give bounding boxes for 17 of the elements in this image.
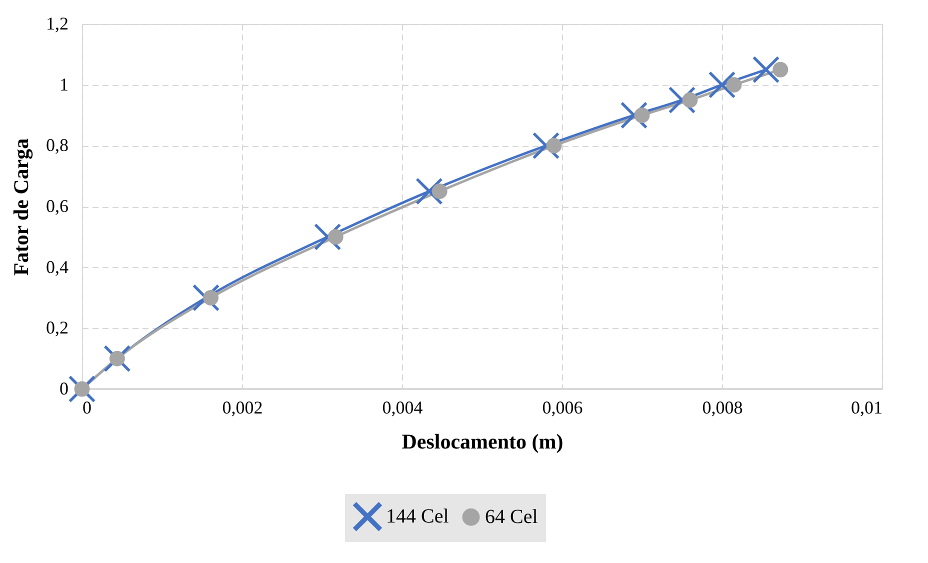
x-tick-label: 0 [82, 398, 92, 418]
x-tick-label: 0,006 [542, 398, 583, 418]
y-tick-label: 0,8 [46, 135, 68, 156]
x-axis-title: Deslocamento (m) [402, 430, 564, 454]
y-tick-label: 1,2 [46, 14, 68, 34]
y-tick-label: 0,4 [46, 256, 68, 277]
y-tick-label: 0,6 [46, 196, 68, 216]
y-tick-label: 0 [60, 378, 68, 398]
x-tick-label: 0,008 [702, 398, 743, 418]
y-tick-label: 0,2 [46, 318, 68, 338]
legend-label: 64 Cel [485, 506, 538, 528]
x-tick-label: 0,01 [851, 398, 882, 418]
legend-label: 144 Cel [386, 506, 450, 528]
y-axis-title: Fator de Carga [9, 138, 33, 276]
x-tick-label: 0,002 [222, 398, 263, 418]
x-tick-label: 0,004 [382, 398, 423, 418]
y-tick-label: 1 [60, 74, 68, 94]
